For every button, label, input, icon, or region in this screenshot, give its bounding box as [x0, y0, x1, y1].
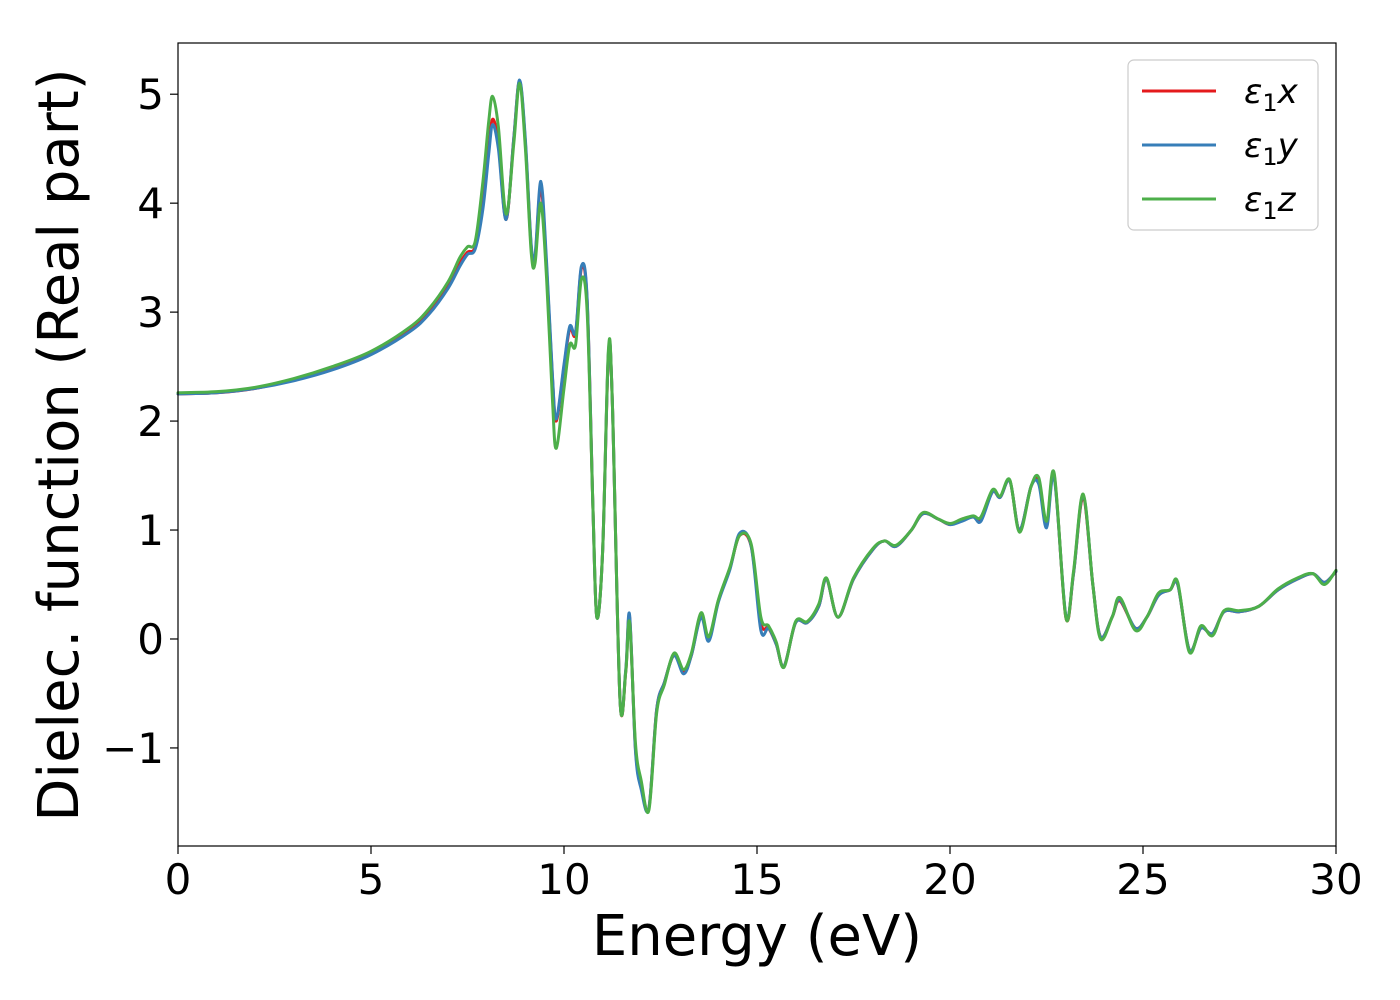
x-tick-label: 5 — [358, 855, 385, 904]
series-line-z — [176, 81, 1338, 814]
x-tick-label: 30 — [1309, 855, 1362, 904]
x-axis-label: Energy (eV) — [592, 904, 922, 969]
legend: ε1x ε1y ε1z — [1127, 59, 1319, 231]
x-axis: 0 5 10 15 20 25 30 — [165, 846, 1363, 904]
y-tick-label: 0 — [137, 615, 164, 664]
legend-label-x: ε1x — [1244, 72, 1299, 117]
y-axis-label: Dielec. function (Real part) — [27, 68, 92, 821]
y-tick-label: 1 — [137, 506, 164, 555]
legend-box — [1127, 59, 1319, 231]
legend-label-z: ε1z — [1244, 180, 1297, 225]
x-tick-label: 15 — [730, 855, 783, 904]
legend-label-y: ε1y — [1244, 126, 1299, 171]
x-tick-label: 0 — [165, 855, 192, 904]
y-axis: −1 0 1 2 3 4 5 — [102, 70, 178, 773]
x-tick-label: 25 — [1116, 855, 1169, 904]
y-tick-label: 3 — [137, 288, 164, 337]
y-tick-label: −1 — [102, 724, 164, 773]
x-tick-label: 20 — [923, 855, 976, 904]
y-tick-label: 2 — [137, 397, 164, 446]
series-layer — [176, 78, 1338, 814]
y-tick-label: 4 — [137, 179, 164, 228]
y-tick-label: 5 — [137, 70, 164, 119]
x-tick-label: 10 — [537, 855, 590, 904]
